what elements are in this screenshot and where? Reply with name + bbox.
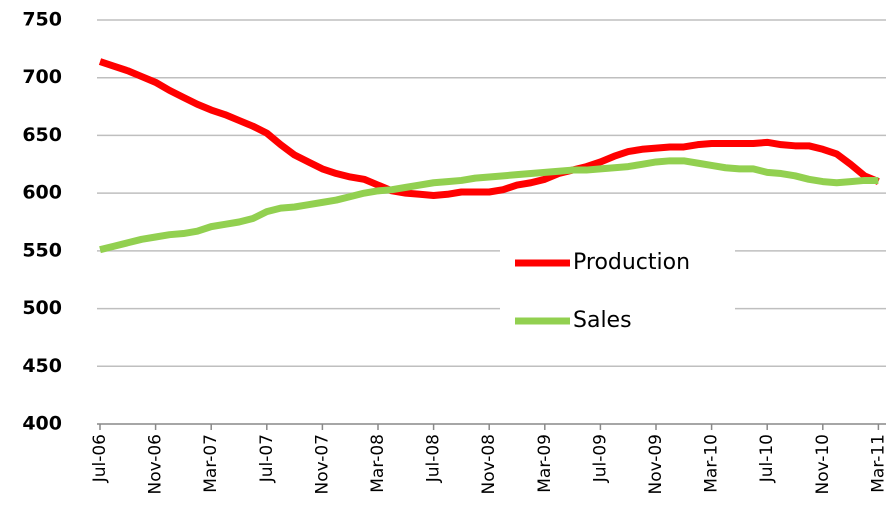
x-tick-label: Jul-10 — [757, 434, 777, 483]
x-tick-label: Jul-07 — [257, 434, 277, 483]
x-tick-label: Mar-10 — [702, 434, 722, 493]
x-tick-label: Nov-09 — [646, 434, 666, 495]
legend: Production Sales — [500, 238, 735, 346]
series-line — [98, 58, 880, 199]
series-line — [99, 157, 879, 254]
y-tick-label: 400 — [22, 413, 62, 435]
legend-label: Production — [573, 250, 690, 275]
x-tick-label: Mar-09 — [535, 434, 555, 493]
x-tick-label: Nov-08 — [479, 434, 499, 495]
y-tick-label: 650 — [22, 124, 62, 146]
x-tick-label: Jul-09 — [590, 434, 610, 483]
y-tick-label: 450 — [22, 355, 62, 377]
y-tick-label: 750 — [22, 9, 62, 31]
y-tick-label: 500 — [22, 297, 62, 319]
y-tick-label: 600 — [22, 182, 62, 204]
y-tick-label: 700 — [22, 66, 62, 88]
x-tick-label: Mar-08 — [368, 434, 388, 493]
x-tick-label: Nov-07 — [312, 434, 332, 495]
x-tick-label: Mar-11 — [868, 434, 886, 493]
x-tick-label: Mar-07 — [201, 434, 221, 493]
x-tick-label: Jul-06 — [90, 434, 110, 483]
legend-box — [500, 238, 735, 346]
x-tick-label: Nov-10 — [813, 434, 833, 495]
x-tick-label: Nov-06 — [146, 434, 166, 495]
y-tick-label: 550 — [22, 239, 62, 261]
x-tick-label: Jul-08 — [424, 434, 444, 483]
legend-label: Sales — [573, 308, 632, 333]
